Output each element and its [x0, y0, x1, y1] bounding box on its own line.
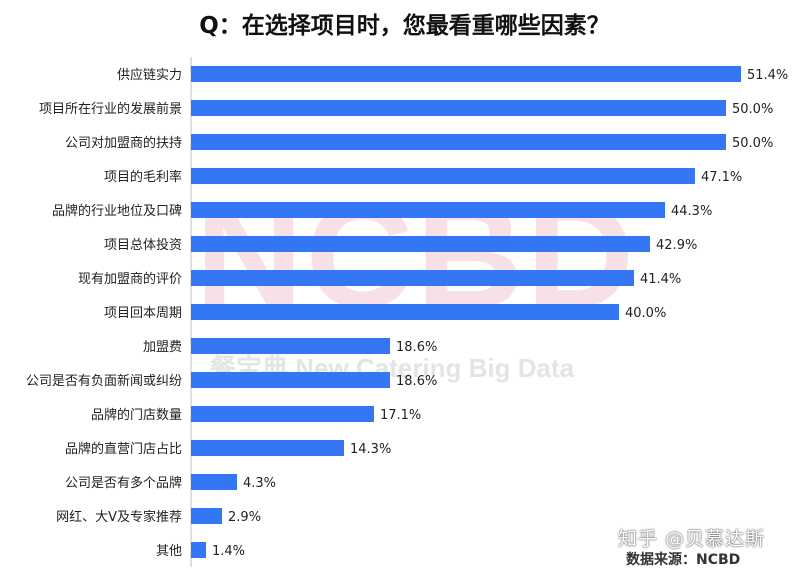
- bar: [191, 474, 238, 490]
- bar: [191, 440, 345, 456]
- bar: [191, 542, 206, 558]
- category-label: 公司是否有负面新闻或纠纷: [26, 373, 182, 389]
- bar: [191, 168, 695, 184]
- data-label: 50.0%: [732, 102, 773, 117]
- category-label: 网红、大V及专家推荐: [56, 509, 182, 525]
- category-label: 加盟费: [143, 340, 182, 355]
- bar: [191, 202, 666, 218]
- data-label: 51.4%: [747, 68, 788, 83]
- category-label: 项目总体投资: [104, 237, 182, 253]
- data-label: 14.3%: [350, 442, 391, 457]
- data-label: 18.6%: [396, 374, 437, 389]
- bar: [191, 236, 651, 252]
- data-label: 50.0%: [732, 136, 773, 151]
- category-label: 其他: [156, 544, 182, 559]
- category-label: 项目回本周期: [104, 306, 182, 321]
- bar: [191, 66, 741, 82]
- data-source: 数据来源：NCBD: [626, 552, 741, 568]
- data-label: 42.9%: [656, 238, 697, 253]
- category-label: 品牌的门店数量: [91, 407, 182, 423]
- bar: [191, 508, 223, 524]
- category-label: 品牌的行业地位及口碑: [52, 203, 182, 219]
- bar: [191, 304, 619, 320]
- category-label: 公司是否有多个品牌: [65, 475, 182, 491]
- category-label: 品牌的直营门店占比: [65, 441, 182, 457]
- category-label: 供应链实力: [117, 67, 182, 83]
- category-label: 项目的毛利率: [104, 169, 182, 185]
- data-label: 4.3%: [243, 476, 276, 491]
- category-label: 现有加盟商的评价: [78, 271, 182, 287]
- bar: [191, 134, 726, 150]
- credit-text: 知乎 @贝慕达斯: [618, 528, 766, 550]
- data-label: 44.3%: [671, 204, 712, 219]
- chart-title: Q：在选择项目时，您最看重哪些因素？: [199, 13, 610, 39]
- data-label: 40.0%: [625, 306, 666, 321]
- bar: [191, 372, 391, 388]
- bar: [191, 406, 374, 422]
- data-label: 2.9%: [228, 510, 261, 525]
- bar: [191, 270, 634, 286]
- data-label: 17.1%: [380, 408, 421, 423]
- category-label: 项目所在行业的发展前景: [39, 101, 182, 117]
- category-label: 公司对加盟商的扶持: [65, 135, 182, 151]
- data-label: 1.4%: [212, 544, 245, 559]
- data-label: 18.6%: [396, 340, 437, 355]
- bar: [191, 338, 391, 354]
- bar: [191, 100, 726, 116]
- data-label: 47.1%: [701, 170, 742, 185]
- data-label: 41.4%: [640, 272, 681, 287]
